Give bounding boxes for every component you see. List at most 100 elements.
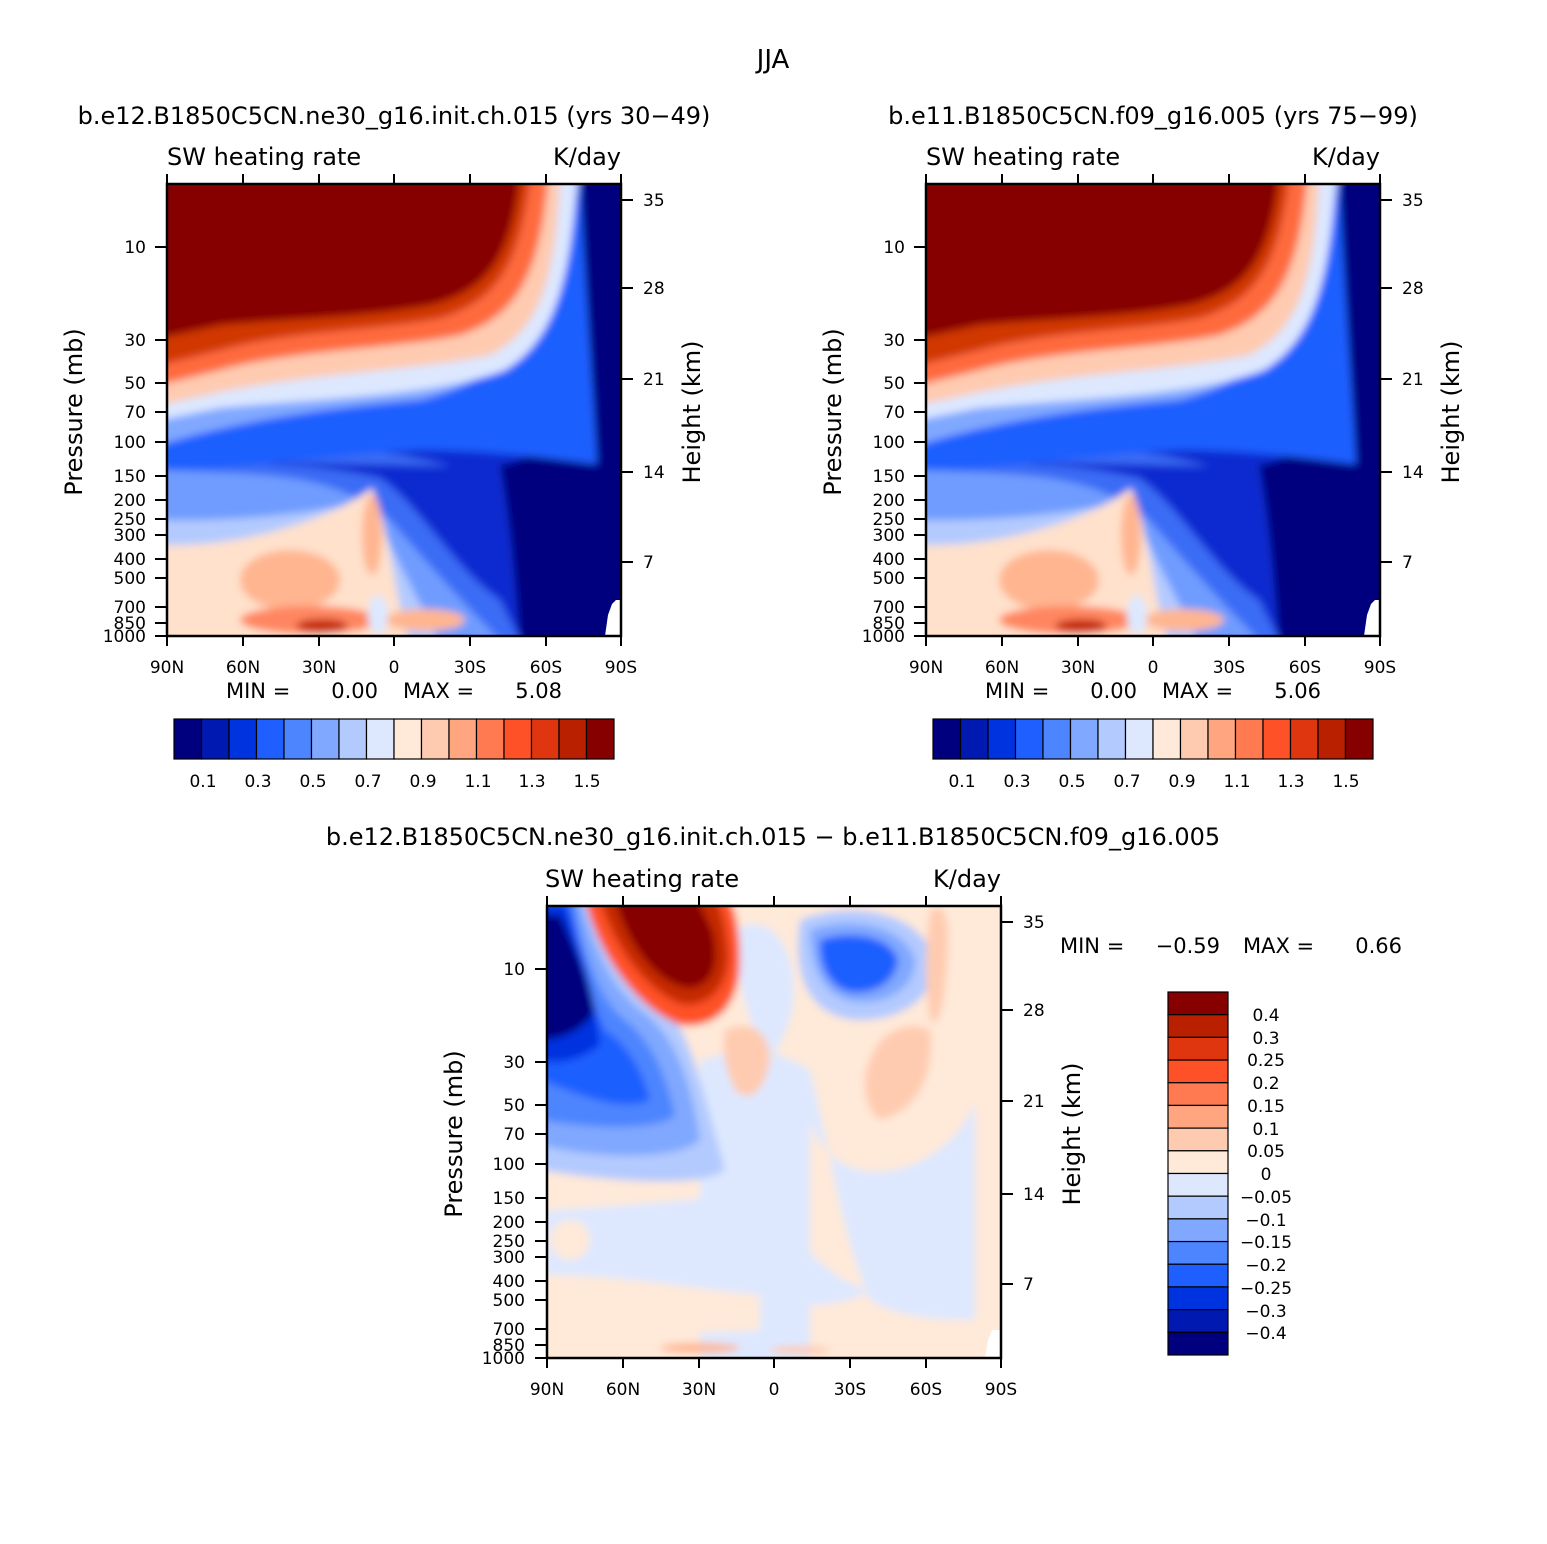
panel-b-colorbar-swatch <box>1317 718 1347 760</box>
panel-c-colorbar-swatch <box>1167 1195 1229 1220</box>
panel-b-colorbar-swatch <box>932 718 962 760</box>
panel-c-ytick-right: 28 <box>1023 1001 1045 1021</box>
panel-a-x-ticks <box>166 174 622 646</box>
panel-a-min-label: MIN = <box>226 679 290 703</box>
panel-b-ytick: 500 <box>873 569 905 589</box>
panel-b-ylabel-right: Height (km) <box>1437 341 1465 484</box>
panel-a-ylabel: Pressure (mb) <box>60 328 88 495</box>
panel-b-ytick: 10 <box>883 238 905 258</box>
panel-b-ytick-right: 35 <box>1402 191 1424 211</box>
panel-a-colorbar-swatch <box>530 718 560 760</box>
panel-a-colorbar-swatch <box>558 718 588 760</box>
panel-c-field <box>547 906 1001 1358</box>
panel-c-xtick: 60N <box>606 1380 640 1400</box>
figure-title: JJA <box>755 45 790 75</box>
panel-b-y-ticks <box>914 199 1392 637</box>
panel-a-ytick-right: 35 <box>643 191 665 211</box>
panel-b-xtick: 30N <box>1061 658 1095 678</box>
panel-a-ylabel-right: Height (km) <box>678 341 706 484</box>
panel-b-colorbar-swatch <box>1234 718 1264 760</box>
panel-b-title: b.e11.B1850C5CN.f09_g16.005 (yrs 75−99) <box>888 102 1418 130</box>
panel-a-colorbar-swatch <box>338 718 368 760</box>
panel-a-title: b.e12.B1850C5CN.ne30_g16.init.ch.015 (yr… <box>78 102 711 130</box>
panel-b-colorbar-swatch <box>1179 718 1209 760</box>
panel-a-ytick: 30 <box>124 331 146 351</box>
panel-b-colorbar-swatch <box>1042 718 1072 760</box>
panel-a-xtick: 0 <box>389 658 400 678</box>
panel-c-xtick: 90S <box>985 1380 1017 1400</box>
panel-b-ytick: 400 <box>873 550 905 570</box>
panel-c-xtick: 30N <box>682 1380 716 1400</box>
panel-c-ytick: 100 <box>493 1155 525 1175</box>
panel-a-cbar-label: 0.1 <box>189 772 216 792</box>
panel-c-cbar-label: 0.3 <box>1252 1029 1279 1049</box>
panel-a-colorbar <box>173 718 615 760</box>
panel-c-title: b.e12.B1850C5CN.ne30_g16.init.ch.015 − b… <box>326 823 1220 851</box>
panel-b: b.e11.B1850C5CN.f09_g16.005 (yrs 75−99) … <box>819 102 1465 792</box>
panel-b-colorbar-swatch <box>1262 718 1292 760</box>
panel-c-units: K/day <box>933 865 1001 893</box>
panel-b-ylabel: Pressure (mb) <box>819 328 847 495</box>
panel-b-ytick-right: 7 <box>1402 553 1413 573</box>
panel-b-colorbar <box>932 718 1374 760</box>
panel-c: b.e12.B1850C5CN.ne30_g16.init.ch.015 − b… <box>326 823 1402 1400</box>
panel-c-cbar-label: −0.1 <box>1245 1211 1286 1231</box>
panel-a-colorbar-swatch <box>475 718 505 760</box>
panel-a-ytick: 70 <box>124 403 146 423</box>
panel-a-cbar-label: 0.7 <box>354 772 381 792</box>
panel-c-colorbar-swatch <box>1167 1150 1229 1175</box>
panel-c-xtick: 0 <box>769 1380 780 1400</box>
panel-a-cbar-label: 0.5 <box>299 772 326 792</box>
panel-c-colorbar-swatch <box>1167 1309 1229 1333</box>
panel-a-ytick: 50 <box>124 374 146 394</box>
panel-b-xtick: 60S <box>1289 658 1321 678</box>
panel-b-units: K/day <box>1312 143 1380 171</box>
panel-b-xtick: 30S <box>1213 658 1245 678</box>
panel-c-ytick: 150 <box>493 1189 525 1209</box>
panel-a-colorbar-swatch <box>393 718 423 760</box>
panel-a-min-value: 0.00 <box>331 679 378 703</box>
panel-c-cbar-label: 0.05 <box>1247 1142 1285 1162</box>
panel-c-min-label: MIN = <box>1060 934 1124 958</box>
panel-a-cbar-label: 1.3 <box>518 772 545 792</box>
panel-c-colorbar-swatch <box>1167 1218 1229 1243</box>
panel-b-ytick: 70 <box>883 403 905 423</box>
panel-c-ytick: 30 <box>503 1053 525 1073</box>
panel-c-variable: SW heating rate <box>545 865 739 893</box>
panel-b-ytick: 300 <box>873 526 905 546</box>
panel-b-colorbar-swatch <box>959 718 989 760</box>
panel-c-cbar-label: −0.2 <box>1245 1256 1286 1276</box>
panel-a-ytick: 850 <box>114 614 146 634</box>
panel-c-cbar-label: 0.1 <box>1252 1120 1279 1140</box>
panel-a: b.e12.B1850C5CN.ne30_g16.init.ch.015 (yr… <box>60 102 710 792</box>
panel-b-ytick: 30 <box>883 331 905 351</box>
panel-a-colorbar-swatch <box>503 718 533 760</box>
panel-a-ytick: 250 <box>114 510 146 530</box>
panel-c-cbar-label: 0.15 <box>1247 1097 1285 1117</box>
panel-c-cbar-label: 0 <box>1261 1165 1272 1185</box>
panel-c-x-ticks <box>546 896 1002 1368</box>
panel-c-colorbar <box>1167 991 1229 1356</box>
panel-b-ytick: 200 <box>873 491 905 511</box>
panel-b-ytick-right: 14 <box>1402 463 1424 483</box>
panel-a-colorbar-swatch <box>173 718 203 760</box>
panel-c-y-ticks <box>535 921 1013 1359</box>
panel-a-ytick-right: 21 <box>643 370 665 390</box>
panel-a-xtick: 30N <box>302 658 336 678</box>
panel-c-colorbar-swatch <box>1167 1286 1229 1311</box>
panel-b-ytick: 700 <box>873 598 905 618</box>
panel-a-y-ticks <box>155 199 633 637</box>
panel-c-colorbar-swatch <box>1167 1104 1229 1129</box>
panel-a-ytick-right: 28 <box>643 279 665 299</box>
panel-c-colorbar-swatch <box>1167 1014 1229 1038</box>
panel-a-xtick: 60N <box>226 658 260 678</box>
panel-b-xtick: 0 <box>1148 658 1159 678</box>
panel-a-xtick: 60S <box>530 658 562 678</box>
panel-a-cbar-label: 0.9 <box>409 772 436 792</box>
panel-c-xtick: 30S <box>834 1380 866 1400</box>
panel-c-cbar-label: −0.05 <box>1240 1188 1292 1208</box>
panel-b-max-value: 5.06 <box>1274 679 1321 703</box>
panel-b-colorbar-swatch <box>1124 718 1154 760</box>
panel-a-ytick: 1000 <box>103 627 146 647</box>
